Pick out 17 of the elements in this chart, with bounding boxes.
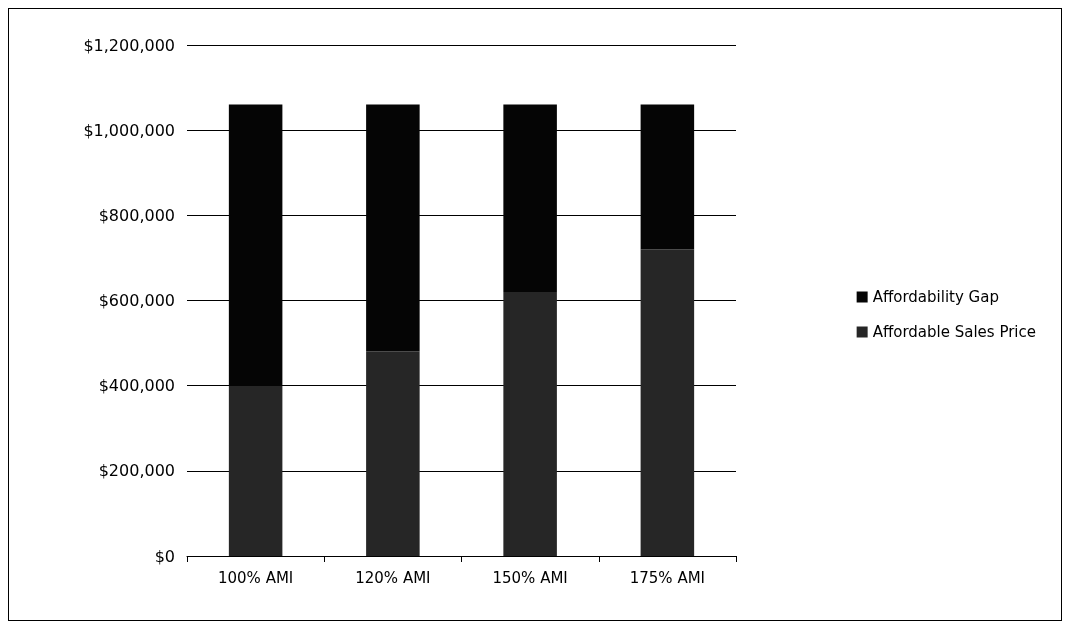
y-tick-label: $0 <box>154 546 175 566</box>
y-tick-label: $1,000,000 <box>83 120 175 140</box>
bar <box>228 385 283 556</box>
x-tick-label: 175% AMI <box>629 568 706 587</box>
legend-label: Affordability Gap <box>872 288 999 306</box>
y-tick-label: $1,200,000 <box>83 35 175 55</box>
legend-label: Affordable Sales Price <box>872 323 1036 341</box>
y-tick-label: $600,000 <box>98 291 175 310</box>
x-tick-label: 120% AMI <box>355 568 431 587</box>
bar <box>366 351 420 556</box>
y-tick-label: $200,000 <box>98 461 175 481</box>
bar <box>503 291 557 556</box>
y-tick-label: $400,000 <box>98 376 175 396</box>
y-tick-label: $800,000 <box>98 205 175 225</box>
x-tick-label: 100% AMI <box>217 568 294 587</box>
x-tick-label: 150% AMI <box>492 568 568 587</box>
bar <box>640 249 695 556</box>
